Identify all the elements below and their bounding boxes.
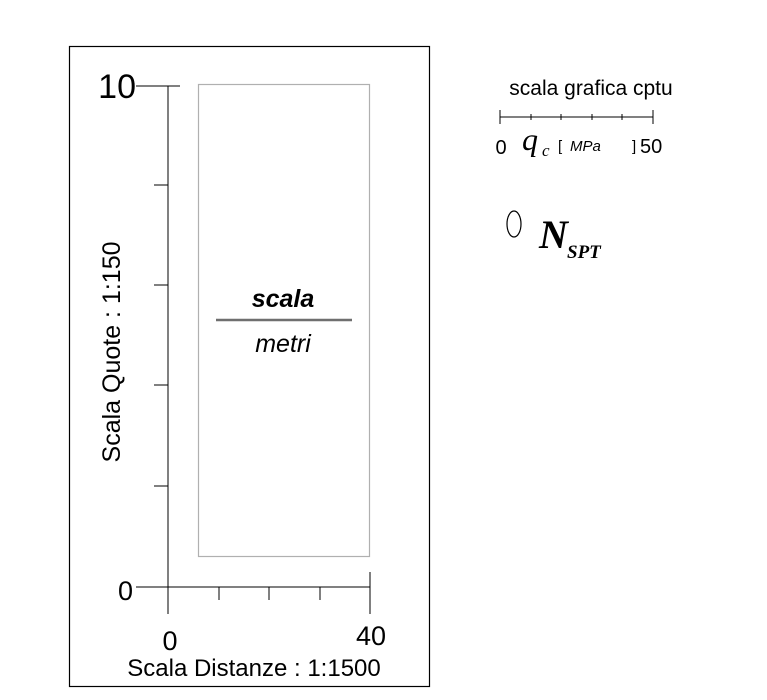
cptu-max-label: 50 xyxy=(640,136,662,158)
vertical-scale-label: Scala Quote : 1:150 xyxy=(98,242,126,463)
horizontal-scale-label: Scala Distanze : 1:1500 xyxy=(127,655,381,682)
nspt-subscript: SPT xyxy=(567,242,602,263)
cptu-min-label: 0 xyxy=(495,137,506,159)
legend-top-text: scala xyxy=(252,285,315,313)
y-axis-top-label: 10 xyxy=(98,68,136,106)
cptu-symbol: q xyxy=(522,121,538,157)
nspt-symbol: N xyxy=(538,212,570,257)
cptu-scale-title: scala grafica cptu xyxy=(509,77,672,100)
cptu-scale-bar xyxy=(499,110,654,124)
legend-box xyxy=(197,83,371,558)
legend-bottom-text: metri xyxy=(255,330,312,358)
cptu-unit: MPa xyxy=(570,138,601,155)
cptu-unit-close: ] xyxy=(632,138,636,155)
nspt-ellipse-icon xyxy=(506,210,522,238)
vertical-axis xyxy=(136,85,180,588)
cptu-unit-open: [ xyxy=(558,138,563,155)
x-axis-right-label: 40 xyxy=(356,621,386,651)
horizontal-axis xyxy=(167,572,371,614)
y-axis-bottom-label: 0 xyxy=(118,576,133,606)
x-axis-left-label: 0 xyxy=(162,626,177,656)
scale-frame xyxy=(68,45,431,688)
cptu-symbol-sub: c xyxy=(542,141,550,160)
